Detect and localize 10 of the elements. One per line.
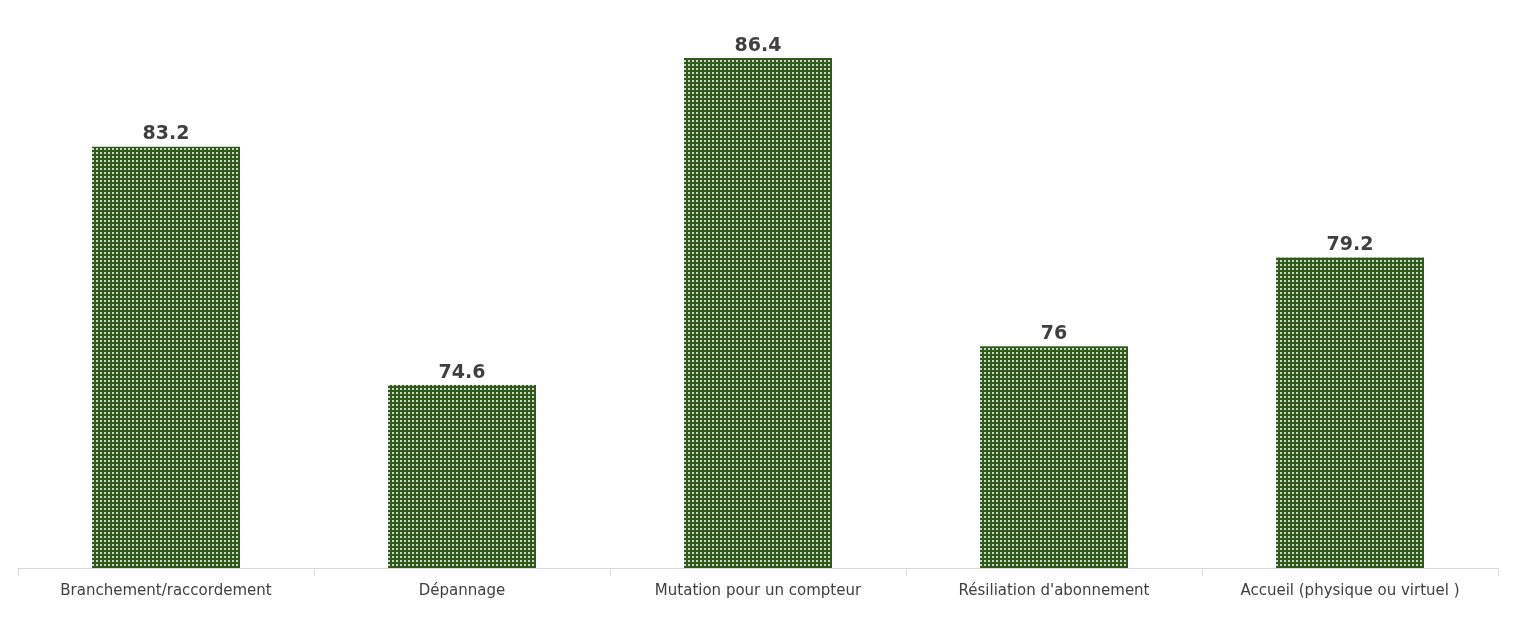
x-tick-label: Accueil (physique ou virtuel ) [1240, 580, 1460, 599]
data-label: 76 [1040, 320, 1068, 343]
data-label: 74.6 [438, 359, 486, 382]
x-tick-label: Mutation pour un compteur [654, 580, 862, 599]
data-label: 83.2 [142, 121, 190, 144]
x-tick-label: Résiliation d'abonnement [958, 580, 1150, 599]
data-label: 86.4 [734, 32, 782, 55]
data-label: 79.2 [1326, 232, 1374, 255]
x-tick-label: Branchement/raccordement [60, 580, 272, 599]
x-tick-label: Dépannage [418, 580, 506, 599]
